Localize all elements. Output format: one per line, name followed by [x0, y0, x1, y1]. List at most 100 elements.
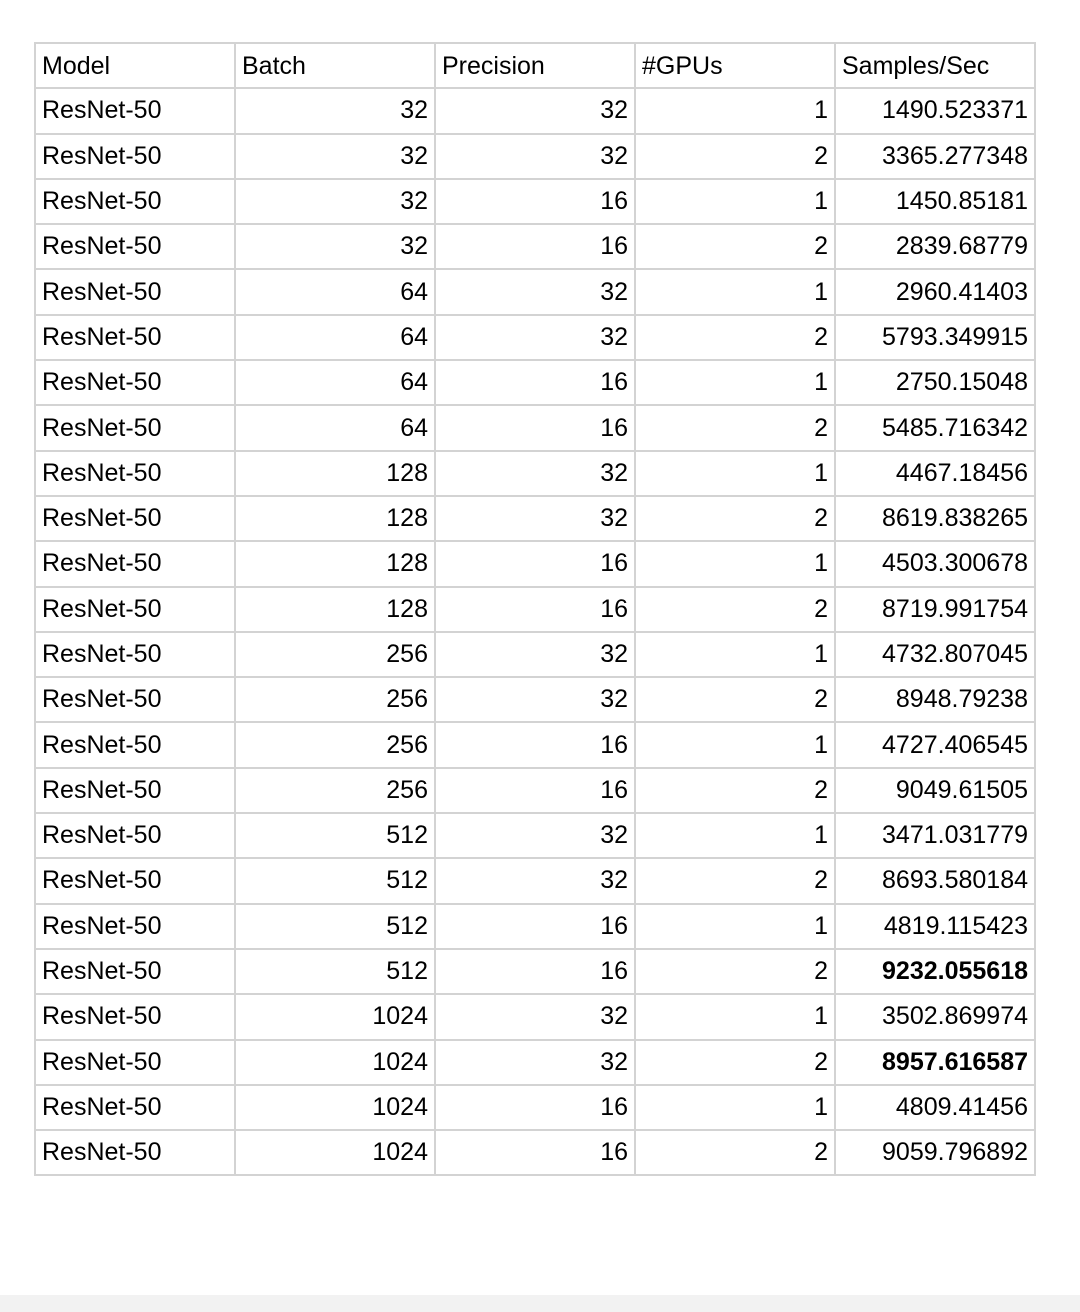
cell-model[interactable]: ResNet-50 — [34, 404, 236, 452]
cell-precision[interactable]: 32 — [434, 268, 636, 316]
cell-gpus[interactable]: 1 — [634, 177, 836, 226]
cell-batch[interactable]: 1024 — [234, 1083, 436, 1132]
cell-precision[interactable]: 16 — [434, 223, 636, 271]
cell-precision[interactable]: 16 — [434, 540, 636, 588]
cell-samples-per-sec[interactable]: 4467.18456 — [834, 449, 1036, 497]
cell-model[interactable]: ResNet-50 — [34, 177, 236, 226]
cell-precision[interactable]: 32 — [434, 132, 636, 180]
cell-model[interactable]: ResNet-50 — [34, 993, 236, 1041]
cell-model[interactable]: ResNet-50 — [34, 313, 236, 362]
cell-precision[interactable]: 16 — [434, 947, 636, 996]
cell-gpus[interactable]: 2 — [634, 223, 836, 271]
cell-model[interactable]: ResNet-50 — [34, 132, 236, 180]
cell-batch[interactable]: 32 — [234, 87, 436, 135]
cell-precision[interactable]: 16 — [434, 902, 636, 950]
cell-gpus[interactable]: 1 — [634, 812, 836, 860]
cell-model[interactable]: ResNet-50 — [34, 1083, 236, 1132]
header-model[interactable]: Model — [34, 41, 236, 90]
cell-model[interactable]: ResNet-50 — [34, 223, 236, 271]
cell-samples-per-sec[interactable]: 2750.15048 — [834, 359, 1036, 407]
cell-gpus[interactable]: 1 — [634, 902, 836, 950]
cell-batch[interactable]: 32 — [234, 177, 436, 226]
cell-model[interactable]: ResNet-50 — [34, 268, 236, 316]
cell-samples-per-sec[interactable]: 8957.616587 — [834, 1038, 1036, 1086]
header-batch[interactable]: Batch — [234, 41, 436, 90]
cell-precision[interactable]: 32 — [434, 812, 636, 860]
cell-gpus[interactable]: 1 — [634, 87, 836, 135]
cell-gpus[interactable]: 1 — [634, 1083, 836, 1132]
cell-gpus[interactable]: 2 — [634, 857, 836, 905]
cell-gpus[interactable]: 2 — [634, 1129, 836, 1177]
cell-gpus[interactable]: 2 — [634, 132, 836, 180]
cell-samples-per-sec[interactable]: 4503.300678 — [834, 540, 1036, 588]
cell-precision[interactable]: 16 — [434, 1129, 636, 1177]
cell-batch[interactable]: 64 — [234, 359, 436, 407]
cell-samples-per-sec[interactable]: 3471.031779 — [834, 812, 1036, 860]
cell-samples-per-sec[interactable]: 1450.85181 — [834, 177, 1036, 226]
cell-batch[interactable]: 128 — [234, 494, 436, 543]
cell-gpus[interactable]: 2 — [634, 404, 836, 452]
cell-batch[interactable]: 64 — [234, 313, 436, 362]
cell-precision[interactable]: 32 — [434, 993, 636, 1041]
header-samples-per-sec[interactable]: Samples/Sec — [834, 41, 1036, 90]
cell-batch[interactable]: 256 — [234, 721, 436, 769]
cell-samples-per-sec[interactable]: 3502.869974 — [834, 993, 1036, 1041]
cell-precision[interactable]: 32 — [434, 494, 636, 543]
cell-precision[interactable]: 32 — [434, 449, 636, 497]
cell-samples-per-sec[interactable]: 9059.796892 — [834, 1129, 1036, 1177]
cell-model[interactable]: ResNet-50 — [34, 630, 236, 679]
cell-samples-per-sec[interactable]: 8719.991754 — [834, 585, 1036, 633]
cell-batch[interactable]: 512 — [234, 947, 436, 996]
cell-model[interactable]: ResNet-50 — [34, 947, 236, 996]
cell-samples-per-sec[interactable]: 4727.406545 — [834, 721, 1036, 769]
cell-batch[interactable]: 128 — [234, 449, 436, 497]
cell-precision[interactable]: 32 — [434, 1038, 636, 1086]
cell-gpus[interactable]: 1 — [634, 721, 836, 769]
cell-gpus[interactable]: 1 — [634, 359, 836, 407]
cell-batch[interactable]: 256 — [234, 630, 436, 679]
cell-batch[interactable]: 128 — [234, 585, 436, 633]
cell-batch[interactable]: 256 — [234, 676, 436, 724]
cell-batch[interactable]: 64 — [234, 404, 436, 452]
cell-gpus[interactable]: 2 — [634, 676, 836, 724]
cell-samples-per-sec[interactable]: 4809.41456 — [834, 1083, 1036, 1132]
cell-samples-per-sec[interactable]: 5793.349915 — [834, 313, 1036, 362]
cell-samples-per-sec[interactable]: 4732.807045 — [834, 630, 1036, 679]
cell-samples-per-sec[interactable]: 8619.838265 — [834, 494, 1036, 543]
cell-model[interactable]: ResNet-50 — [34, 359, 236, 407]
cell-precision[interactable]: 32 — [434, 87, 636, 135]
cell-model[interactable]: ResNet-50 — [34, 902, 236, 950]
cell-precision[interactable]: 16 — [434, 1083, 636, 1132]
cell-samples-per-sec[interactable]: 8948.79238 — [834, 676, 1036, 724]
cell-model[interactable]: ResNet-50 — [34, 1038, 236, 1086]
cell-gpus[interactable]: 1 — [634, 540, 836, 588]
cell-samples-per-sec[interactable]: 2960.41403 — [834, 268, 1036, 316]
cell-samples-per-sec[interactable]: 3365.277348 — [834, 132, 1036, 180]
cell-model[interactable]: ResNet-50 — [34, 766, 236, 815]
cell-gpus[interactable]: 1 — [634, 993, 836, 1041]
cell-batch[interactable]: 1024 — [234, 1129, 436, 1177]
cell-gpus[interactable]: 2 — [634, 585, 836, 633]
cell-samples-per-sec[interactable]: 9232.055618 — [834, 947, 1036, 996]
cell-precision[interactable]: 16 — [434, 404, 636, 452]
cell-batch[interactable]: 128 — [234, 540, 436, 588]
cell-samples-per-sec[interactable]: 4819.115423 — [834, 902, 1036, 950]
cell-gpus[interactable]: 1 — [634, 449, 836, 497]
cell-batch[interactable]: 512 — [234, 812, 436, 860]
cell-model[interactable]: ResNet-50 — [34, 812, 236, 860]
cell-batch[interactable]: 1024 — [234, 1038, 436, 1086]
cell-model[interactable]: ResNet-50 — [34, 449, 236, 497]
cell-samples-per-sec[interactable]: 5485.716342 — [834, 404, 1036, 452]
cell-batch[interactable]: 64 — [234, 268, 436, 316]
cell-model[interactable]: ResNet-50 — [34, 585, 236, 633]
cell-gpus[interactable]: 2 — [634, 494, 836, 543]
cell-model[interactable]: ResNet-50 — [34, 857, 236, 905]
cell-model[interactable]: ResNet-50 — [34, 540, 236, 588]
cell-batch[interactable]: 512 — [234, 857, 436, 905]
cell-precision[interactable]: 16 — [434, 721, 636, 769]
cell-gpus[interactable]: 1 — [634, 268, 836, 316]
header-gpus[interactable]: #GPUs — [634, 41, 836, 90]
cell-gpus[interactable]: 2 — [634, 1038, 836, 1086]
cell-model[interactable]: ResNet-50 — [34, 721, 236, 769]
cell-gpus[interactable]: 2 — [634, 766, 836, 815]
